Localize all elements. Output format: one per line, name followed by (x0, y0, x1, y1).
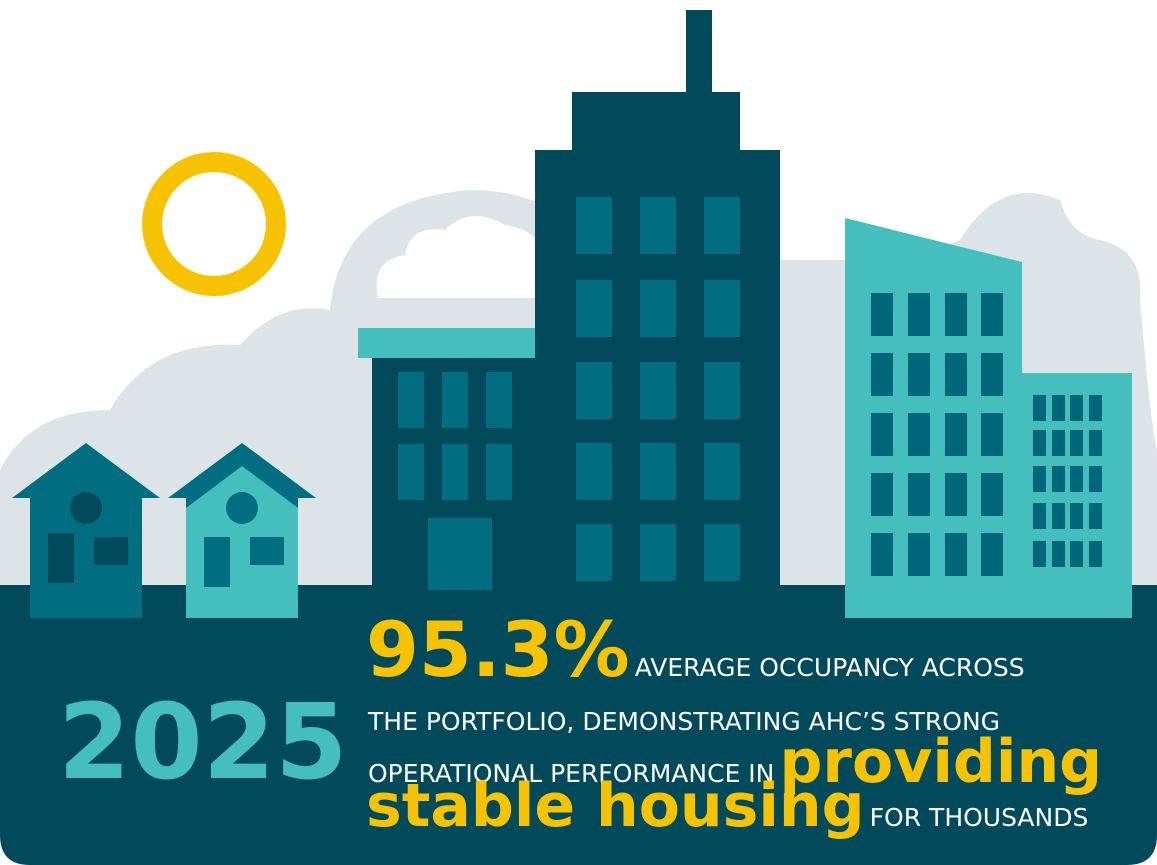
year: 2025 (58, 681, 347, 803)
caption: OPERATIONAL PERFORMANCE IN (368, 759, 774, 788)
stat: 95.3% (366, 605, 630, 694)
house-light (168, 443, 316, 618)
headline-line-4: stable housing FOR THOUSANDS (366, 771, 1088, 841)
headline-line-1: 95.3% AVERAGE OCCUPANCY ACROSS (366, 605, 1025, 694)
headline-line-2: THE PORTFOLIO, DEMONSTRATING AHC’S STRON… (367, 707, 1000, 736)
highlight: stable housing (366, 771, 865, 841)
highlight: providing (779, 727, 1102, 797)
white-cloud (376, 216, 570, 298)
tall-building (535, 10, 780, 590)
right-building (845, 218, 1132, 618)
house-dark (12, 443, 160, 618)
left-building (358, 328, 535, 590)
sun (142, 152, 286, 296)
caption: AVERAGE OCCUPANCY ACROSS (635, 653, 1025, 682)
base (0, 585, 1157, 865)
caption: FOR THOUSANDS (870, 803, 1089, 832)
headline-line-3: OPERATIONAL PERFORMANCE IN providing (368, 727, 1102, 797)
